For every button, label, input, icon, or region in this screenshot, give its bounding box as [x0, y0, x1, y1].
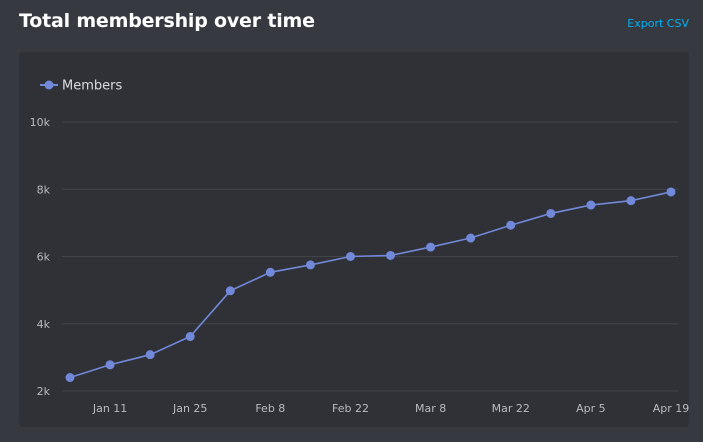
x-tick-label: Feb 8	[255, 402, 285, 415]
x-tick-label: Apr 5	[576, 402, 606, 415]
export-csv-link[interactable]: Export CSV	[627, 17, 689, 30]
data-point[interactable]	[105, 360, 115, 370]
data-point[interactable]	[265, 267, 275, 277]
data-point[interactable]	[626, 196, 636, 206]
data-point[interactable]	[185, 332, 195, 342]
y-tick-label: 6k	[37, 251, 51, 264]
data-point[interactable]	[666, 187, 676, 197]
data-point[interactable]	[65, 373, 75, 383]
y-tick-label: 4k	[37, 318, 51, 331]
data-point[interactable]	[225, 286, 235, 296]
x-tick-label: Jan 25	[172, 402, 207, 415]
series-members	[65, 187, 676, 383]
chart-legend[interactable]: Members	[40, 79, 122, 94]
x-tick-label: Jan 11	[92, 402, 127, 415]
data-point[interactable]	[386, 250, 396, 260]
x-tick-label: Mar 22	[492, 402, 530, 415]
x-tick-label: Apr 19	[653, 402, 690, 415]
series-line-members	[69, 191, 672, 379]
data-point[interactable]	[145, 350, 155, 360]
data-point[interactable]	[426, 242, 436, 252]
chart-panel	[19, 52, 689, 427]
data-point[interactable]	[506, 220, 516, 230]
y-axis-ticks: 2k 4k 6k 8k 10k	[30, 116, 51, 398]
y-tick-label: 10k	[30, 116, 51, 129]
y-tick-label: 2k	[37, 385, 51, 398]
legend-label-members: Members	[62, 79, 122, 94]
page-title: Total membership over time	[19, 10, 315, 32]
data-point[interactable]	[586, 200, 596, 210]
data-point[interactable]	[466, 233, 476, 243]
x-axis-ticks: Jan 11 Jan 25 Feb 8 Feb 22 Mar 8 Mar 22 Apr 5 A…	[92, 402, 689, 415]
data-point[interactable]	[345, 252, 355, 261]
x-tick-label: Feb 22	[332, 402, 369, 415]
data-point[interactable]	[546, 208, 556, 218]
x-tick-label: Mar 8	[415, 402, 446, 415]
y-tick-label: 8k	[37, 183, 51, 196]
legend-marker	[44, 80, 54, 90]
data-point[interactable]	[305, 260, 315, 270]
